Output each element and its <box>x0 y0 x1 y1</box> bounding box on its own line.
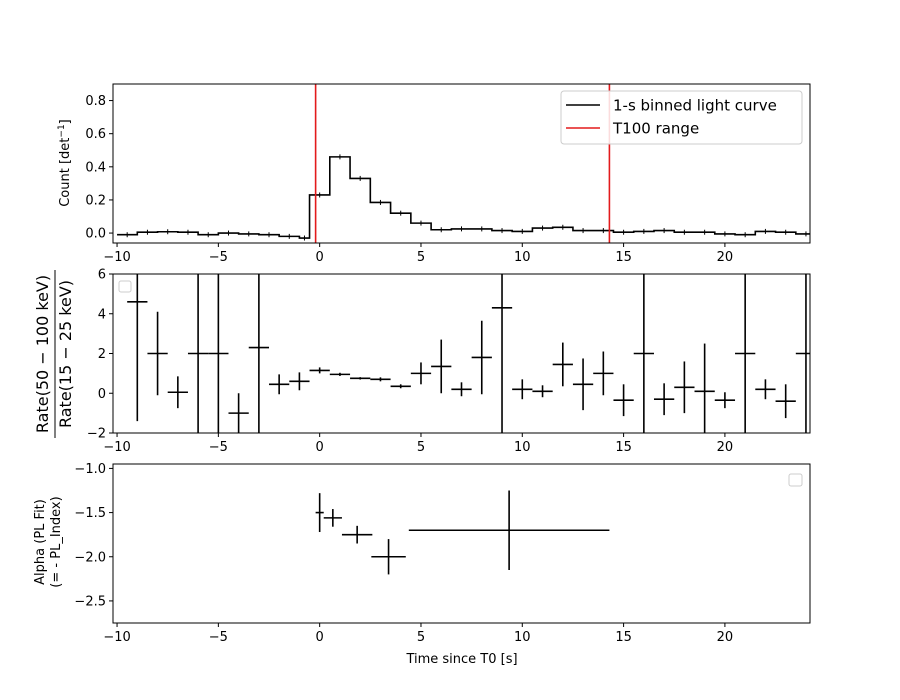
bottom-ylabel-line2: (= - PL_Index) <box>49 496 64 587</box>
y-tick-label: 6 <box>98 268 106 283</box>
middle-ylabel-denominator: Rate(15 − 25 keV) <box>56 280 75 428</box>
y-tick-label: 0.2 <box>85 193 106 208</box>
legend-label-light-curve: 1-s binned light curve <box>613 97 777 115</box>
legend-box <box>560 90 803 145</box>
x-tick-label: 10 <box>514 250 531 265</box>
x-tick-label: −10 <box>103 630 130 645</box>
x-tick-label: 0 <box>316 440 324 455</box>
x-tick-label: 20 <box>717 250 734 265</box>
plot-area <box>127 274 810 433</box>
empty-legend-box <box>118 280 132 293</box>
x-tick-label: 5 <box>417 440 425 455</box>
y-tick-label: −2 <box>87 427 106 442</box>
x-tick-label: 20 <box>717 440 734 455</box>
x-tick-label: 15 <box>615 630 632 645</box>
x-tick-label: 10 <box>514 440 531 455</box>
x-tick-label: 15 <box>615 440 632 455</box>
y-tick-label: −2.0 <box>74 550 106 565</box>
hardness-ratio-panel: −10 −5 0 5 10 15 20 −2 0 2 4 6 <box>87 268 811 455</box>
x-tick-label: −10 <box>103 250 130 265</box>
x-tick-label: 0 <box>316 630 324 645</box>
plot-frame <box>112 273 811 434</box>
x-tick-label: 10 <box>514 630 531 645</box>
legend: 1-s binned light curve T100 range <box>560 90 803 145</box>
y-tick-label: −1.5 <box>74 506 106 521</box>
x-tick-label: 5 <box>417 250 425 265</box>
y-tick-label: 0.8 <box>85 94 106 109</box>
photon-index-panel: −10 −5 0 5 10 15 20 −1.0 −1.5 −2.0 −2.5 <box>74 462 811 645</box>
x-tick-label: 0 <box>316 250 324 265</box>
y-tick-label: −2.5 <box>74 594 106 609</box>
y-tick-label: 4 <box>98 307 106 322</box>
y-tick-label: 0 <box>98 387 106 402</box>
empty-legend-box <box>788 473 803 487</box>
middle-ylabel-numerator: Rate(50 − 100 keV) <box>33 275 52 433</box>
plot-frame <box>112 463 811 624</box>
x-tick-label: −5 <box>209 440 228 455</box>
plot-frame <box>112 83 811 244</box>
light-curve-step-line <box>117 156 810 239</box>
x-tick-label: 5 <box>417 630 425 645</box>
x-tick-label: −10 <box>103 440 130 455</box>
x-tick-label: −5 <box>209 250 228 265</box>
bottom-ylabel-line1: Alpha (PL Fit) <box>33 499 48 585</box>
light-curve-panel: −10 −5 0 5 10 15 20 0.0 0.2 0.4 0.6 0.8 1-s binned l… <box>85 83 811 265</box>
top-ylabel: Count [det−1] <box>57 119 73 207</box>
x-axis-label: Time since T0 [s] <box>405 652 517 667</box>
y-tick-label: 0.0 <box>85 227 106 242</box>
y-tick-label: 2 <box>98 347 106 362</box>
x-tick-label: 20 <box>717 630 734 645</box>
y-tick-label: −1.0 <box>74 462 106 477</box>
x-tick-label: −5 <box>209 630 228 645</box>
y-tick-label: 0.4 <box>85 160 106 175</box>
x-tick-label: 15 <box>615 250 632 265</box>
y-tick-label: 0.6 <box>85 127 106 142</box>
legend-label-t100: T100 range <box>612 120 699 138</box>
plot-area <box>315 490 610 575</box>
